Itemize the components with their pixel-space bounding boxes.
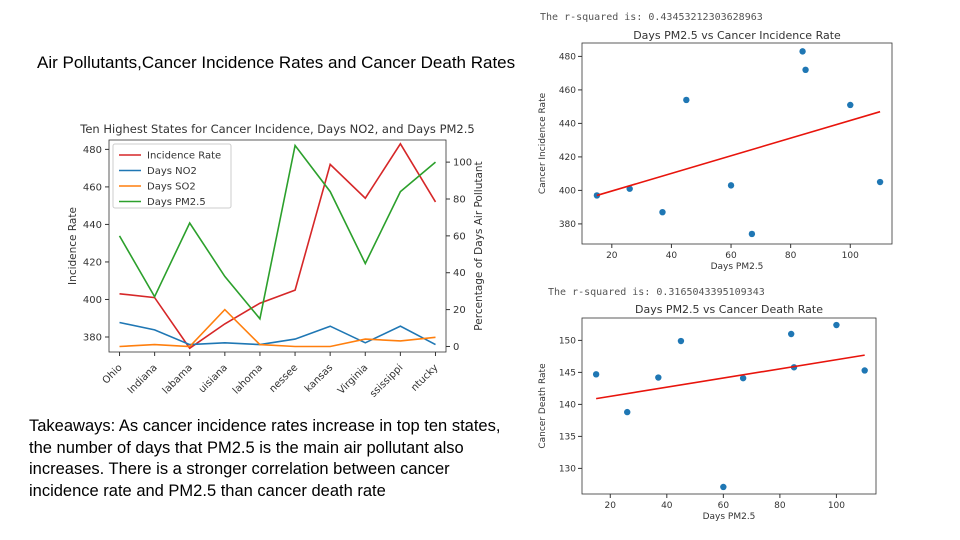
chart1-y2tick-label: 80	[453, 194, 466, 205]
chart2-ytick-label: 460	[559, 86, 576, 96]
chart2-ytick-label: 440	[559, 119, 576, 129]
chart2-ytick-label: 400	[559, 186, 576, 196]
chart2-xtick-label: 40	[666, 251, 678, 261]
chart3-point	[655, 374, 662, 381]
chart2-point	[876, 178, 884, 186]
chart3-xtick-label: 60	[718, 501, 730, 511]
chart2-xtick-label: 60	[725, 251, 737, 261]
chart1-xtick-label: Indiana	[126, 362, 160, 396]
chart1-xtick-label: uisiana	[197, 362, 230, 395]
chart2-xtick-label: 20	[606, 251, 618, 261]
chart1-ytick-label: 400	[83, 295, 102, 306]
chart3-xtick-label: 20	[605, 501, 617, 511]
chart2-point	[847, 101, 854, 109]
chart2-ytick-label: 380	[559, 220, 576, 230]
chart2-point	[802, 66, 809, 74]
chart1-xtick-label: lahoma	[231, 362, 265, 396]
chart1-ytick-label: 460	[83, 182, 102, 193]
takeaways-text: Takeaways: As cancer incidence rates inc…	[29, 417, 501, 500]
chart3-title: Days PM2.5 vs Cancer Death Rate	[635, 303, 823, 316]
chart1-series-days-so2	[119, 308, 436, 348]
chart1-xtick-label: ntucky	[409, 362, 440, 393]
chart3-regression-line	[596, 354, 865, 400]
chart1-y2tick-label: 20	[453, 305, 466, 316]
rsquared-incidence: The r-squared is: 0.43453212303628963	[540, 12, 763, 23]
chart2-frame	[581, 42, 893, 245]
chart3-point	[592, 371, 600, 378]
chart1-series-days-pm2-5	[118, 143, 437, 321]
chart1-xtick-label: Ohio	[101, 362, 125, 386]
chart1-title: Ten Highest States for Cancer Incidence,…	[79, 122, 474, 136]
chart1-legend-label: Days SO2	[147, 182, 196, 193]
chart2-point	[748, 230, 756, 238]
chart3-point	[677, 337, 685, 345]
chart1-xtick-label: Virginia	[336, 362, 370, 396]
chart2-ytick-label: 420	[559, 153, 576, 163]
chart3-point	[720, 483, 727, 491]
chart3-point	[624, 408, 631, 416]
rsquared-death: The r-squared is: 0.3165043395109343	[548, 287, 765, 298]
chart3-ytick-label: 130	[559, 464, 576, 474]
chart1-ytick-label: 380	[83, 332, 102, 343]
chart3-point	[739, 374, 747, 382]
chart3-point	[787, 330, 795, 338]
chart3-xtick-label: 40	[661, 501, 673, 511]
chart1-xtick-label: kansas	[303, 362, 335, 394]
chart2-xlabel: Days PM2.5	[711, 262, 764, 272]
chart1-legend-label: Days NO2	[147, 166, 197, 177]
chart1-ytick-label: 440	[83, 220, 102, 231]
chart1-y2tick-label: 100	[453, 158, 472, 169]
chart2-point	[683, 96, 690, 104]
chart1-legend-label: Days PM2.5	[147, 197, 206, 208]
chart3-point	[833, 321, 840, 329]
chart3-ytick-label: 150	[559, 336, 576, 346]
chart1-ytick-label: 480	[83, 145, 102, 156]
chart1-legend-box	[112, 143, 232, 209]
chart2-regression-line	[596, 110, 881, 197]
chart1-series-incidence-rate	[119, 142, 437, 350]
chart2-point	[659, 208, 666, 216]
chart3-point	[861, 367, 868, 374]
chart1-frame	[108, 139, 447, 353]
chart3-ytick-label: 140	[559, 400, 576, 410]
chart3-frame	[581, 317, 877, 495]
chart1-xtick-label: nessee	[267, 362, 300, 395]
chart2-title: Days PM2.5 vs Cancer Incidence Rate	[633, 29, 841, 42]
chart2-point	[626, 185, 633, 192]
chart1-ytick-label: 420	[83, 257, 102, 268]
chart1-y2label: Percentage of Days Air Pollutant	[473, 161, 485, 330]
chart1-y2tick-label: 0	[453, 342, 459, 353]
chart3-xlabel: Days PM2.5	[703, 512, 756, 522]
chart1-series-days-no2	[119, 321, 436, 346]
chart1-xtick-label: labama	[161, 362, 195, 396]
chart2-ylabel: Cancer Incidence Rate	[538, 92, 548, 194]
chart3-xtick-label: 80	[774, 501, 786, 511]
chart2-point	[727, 182, 735, 189]
chart1-y2tick-label: 60	[453, 231, 466, 242]
chart1-legend-label: Incidence Rate	[147, 151, 221, 162]
chart1-xtick-label: ssissippi	[368, 362, 405, 399]
chart3-xtick-label: 100	[828, 501, 845, 511]
chart2-ytick-label: 480	[559, 52, 576, 62]
chart1-y2tick-label: 40	[453, 268, 466, 279]
chart2-point	[799, 48, 806, 55]
chart3-ytick-label: 135	[559, 432, 576, 442]
chart2-xtick-label: 80	[785, 251, 797, 261]
chart1-ylabel: Incidence Rate	[67, 207, 79, 285]
slide-title: Air Pollutants,Cancer Incidence Rates an…	[37, 53, 516, 72]
chart3-ylabel: Cancer Death Rate	[538, 363, 548, 449]
chart3-ytick-label: 145	[559, 368, 576, 378]
chart2-xtick-label: 100	[842, 251, 859, 261]
